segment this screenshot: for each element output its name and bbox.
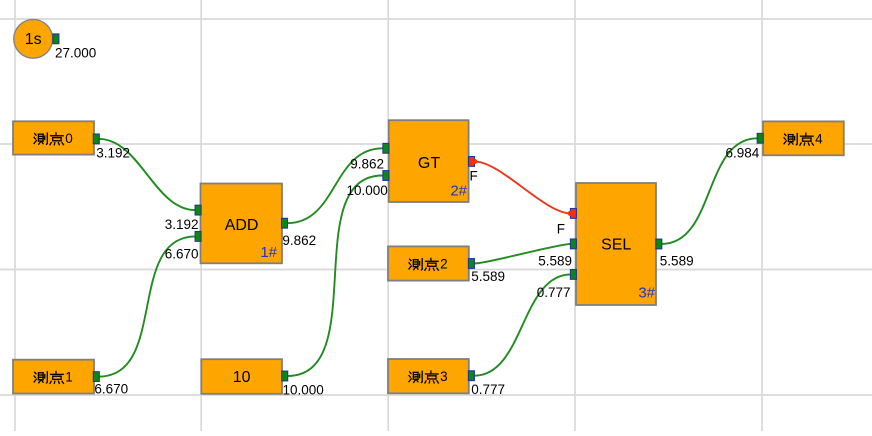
svg-text:ADD: ADD	[225, 217, 259, 234]
svg-text:9.862: 9.862	[350, 157, 384, 172]
svg-text:F: F	[470, 169, 478, 184]
svg-text:4: 4	[815, 131, 823, 146]
svg-text:1#: 1#	[260, 244, 277, 261]
svg-text:3.192: 3.192	[165, 217, 199, 232]
svg-text:10.000: 10.000	[283, 382, 324, 397]
svg-text:1s: 1s	[25, 31, 42, 48]
svg-text:GT: GT	[418, 155, 440, 172]
svg-text:SEL: SEL	[601, 237, 631, 254]
svg-text:0.777: 0.777	[537, 285, 571, 300]
svg-text:0.777: 0.777	[471, 382, 505, 397]
svg-text:6.984: 6.984	[726, 145, 760, 160]
svg-text:6.670: 6.670	[165, 247, 199, 262]
svg-text:27.000: 27.000	[55, 45, 96, 60]
svg-text:10: 10	[233, 369, 251, 386]
svg-text:3: 3	[440, 369, 448, 384]
svg-text:9.862: 9.862	[282, 233, 316, 248]
svg-text:5.589: 5.589	[471, 269, 505, 284]
svg-text:1: 1	[65, 370, 73, 385]
svg-text:3.192: 3.192	[96, 146, 130, 161]
svg-text:5.589: 5.589	[660, 253, 694, 268]
svg-text:0: 0	[65, 131, 73, 146]
svg-text:F: F	[557, 222, 565, 237]
svg-text:2#: 2#	[450, 182, 467, 199]
svg-text:2: 2	[440, 257, 448, 272]
svg-text:3#: 3#	[638, 285, 655, 302]
svg-text:10.000: 10.000	[347, 183, 388, 198]
svg-text:6.670: 6.670	[94, 381, 128, 396]
svg-text:5.589: 5.589	[538, 253, 572, 268]
